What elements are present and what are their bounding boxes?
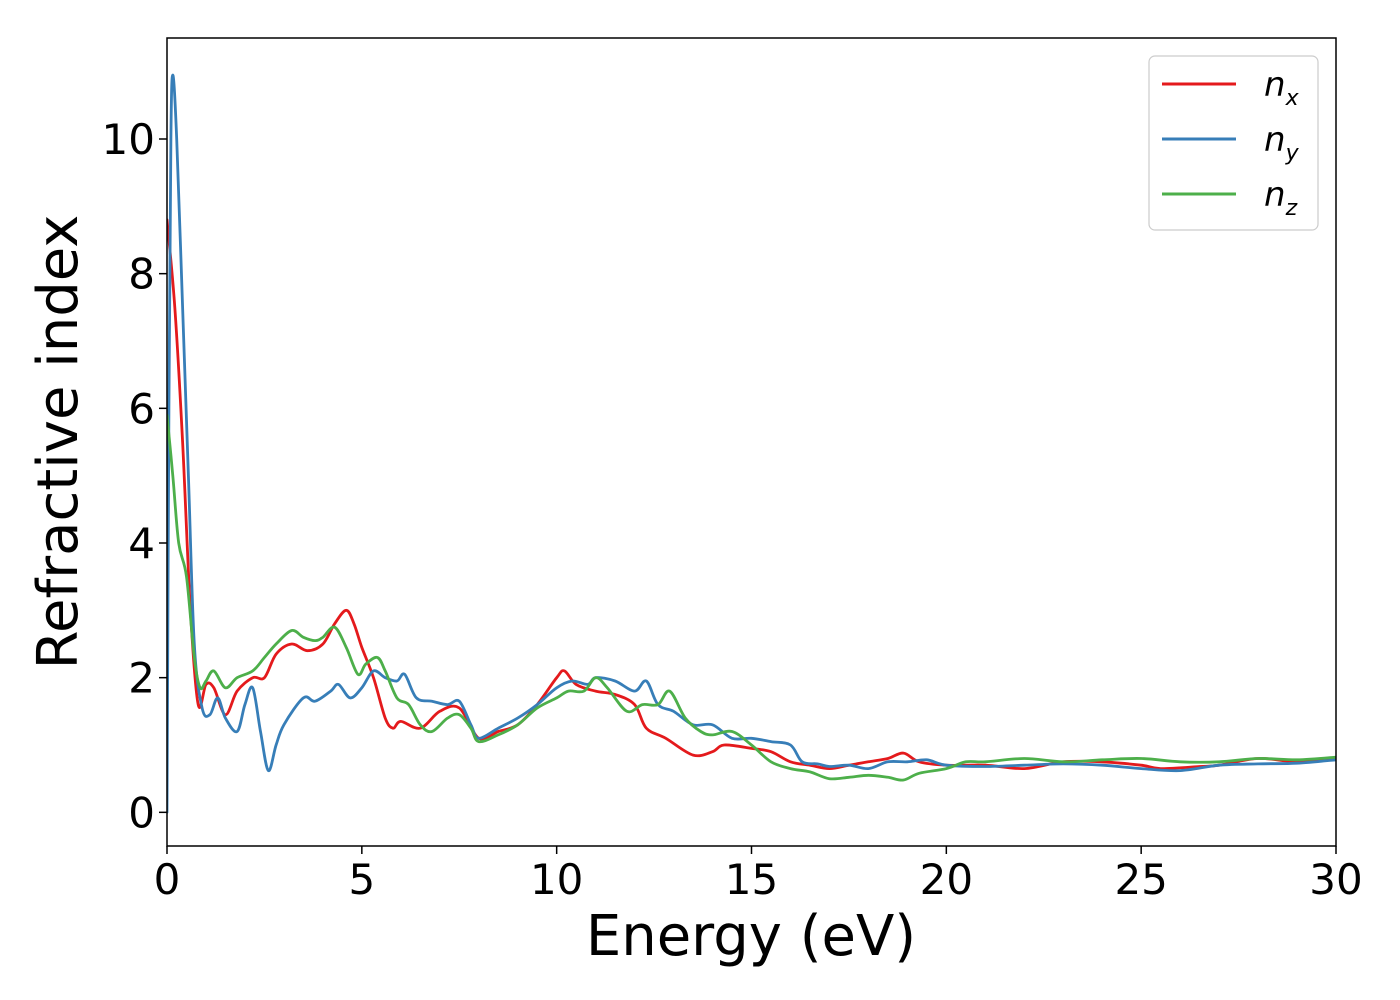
x-tick-label: 30 [1309, 855, 1362, 904]
x-tick-label: 5 [348, 855, 375, 904]
y-tick-label: 8 [128, 250, 155, 299]
x-tick-label: 20 [920, 855, 973, 904]
legend-label-n-y: ny [1264, 120, 1300, 166]
x-tick-label: 15 [725, 855, 778, 904]
legend-label-base: n [1264, 175, 1286, 215]
x-tick-label: 10 [530, 855, 583, 904]
x-axis-title: Energy (eV) [586, 904, 916, 969]
y-tick-label: 0 [128, 788, 155, 837]
legend-label-subscript: z [1285, 196, 1298, 221]
plot-frame [166, 37, 1337, 847]
series-line-n-z [167, 413, 1336, 782]
legend-label-base: n [1264, 120, 1286, 160]
legend-box [1148, 55, 1319, 231]
legend-label-subscript: x [1285, 86, 1300, 111]
legend-label-base: n [1264, 65, 1286, 105]
legend-label-subscript: y [1285, 141, 1300, 166]
legend-label-n-x: nx [1264, 65, 1300, 111]
series-line-n-x [167, 218, 1336, 771]
y-tick-label: 4 [128, 519, 155, 568]
x-tick-label: 0 [154, 855, 181, 904]
y-tick-label: 2 [128, 654, 155, 703]
x-axis-ticks: 0 5 10 15 20 25 30 [154, 846, 1363, 904]
y-tick-label: 6 [128, 384, 155, 433]
x-tick-label: 25 [1114, 855, 1167, 904]
y-axis-title: Refractive index [26, 215, 91, 670]
series-lines [167, 73, 1336, 814]
y-tick-label: 10 [102, 115, 155, 164]
y-axis-ticks: 0 2 4 6 8 10 [102, 115, 167, 837]
legend-label-n-z: nz [1264, 175, 1298, 221]
